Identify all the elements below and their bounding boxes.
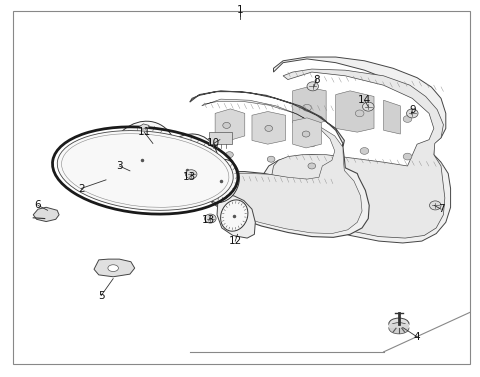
Ellipse shape	[355, 110, 364, 117]
Ellipse shape	[302, 131, 310, 137]
Polygon shape	[148, 139, 174, 155]
Ellipse shape	[202, 159, 240, 202]
Ellipse shape	[389, 318, 409, 329]
Text: 10: 10	[207, 138, 220, 149]
Polygon shape	[293, 118, 322, 148]
Ellipse shape	[389, 323, 409, 334]
Text: 14: 14	[358, 95, 371, 105]
Text: 13: 13	[183, 172, 196, 182]
Ellipse shape	[226, 152, 233, 158]
Ellipse shape	[223, 123, 230, 129]
Polygon shape	[384, 100, 400, 134]
Polygon shape	[336, 91, 374, 132]
Ellipse shape	[303, 104, 312, 111]
Text: 12: 12	[228, 236, 242, 246]
Text: 6: 6	[35, 201, 41, 210]
Ellipse shape	[204, 214, 216, 223]
Ellipse shape	[430, 201, 441, 210]
Text: 3: 3	[116, 161, 123, 171]
Text: 13: 13	[202, 215, 216, 225]
Text: 8: 8	[313, 75, 320, 84]
Text: 9: 9	[409, 105, 416, 115]
Text: 11: 11	[138, 127, 151, 137]
Ellipse shape	[407, 109, 418, 118]
Polygon shape	[140, 124, 149, 129]
Ellipse shape	[108, 265, 119, 271]
Ellipse shape	[265, 126, 273, 132]
Polygon shape	[202, 99, 362, 234]
Ellipse shape	[57, 130, 233, 210]
Ellipse shape	[403, 116, 412, 123]
Text: 2: 2	[78, 184, 84, 193]
Polygon shape	[33, 207, 59, 222]
Polygon shape	[293, 87, 326, 127]
Text: 1: 1	[237, 5, 243, 15]
Ellipse shape	[185, 170, 197, 179]
Ellipse shape	[156, 134, 219, 207]
Ellipse shape	[308, 140, 316, 147]
Ellipse shape	[403, 153, 412, 160]
Ellipse shape	[267, 156, 275, 162]
Polygon shape	[217, 192, 255, 238]
Bar	[209, 132, 232, 144]
Ellipse shape	[308, 163, 316, 169]
Bar	[389, 324, 409, 328]
Polygon shape	[252, 112, 286, 144]
Polygon shape	[215, 109, 245, 140]
Polygon shape	[269, 69, 445, 238]
Ellipse shape	[221, 200, 248, 231]
Ellipse shape	[362, 102, 374, 111]
Text: 7: 7	[438, 204, 444, 214]
Text: 4: 4	[414, 332, 420, 342]
Ellipse shape	[360, 147, 369, 154]
Polygon shape	[264, 57, 451, 243]
Ellipse shape	[107, 121, 177, 199]
Text: 5: 5	[98, 291, 105, 300]
Polygon shape	[190, 91, 369, 238]
Polygon shape	[94, 259, 135, 277]
Ellipse shape	[307, 82, 319, 91]
